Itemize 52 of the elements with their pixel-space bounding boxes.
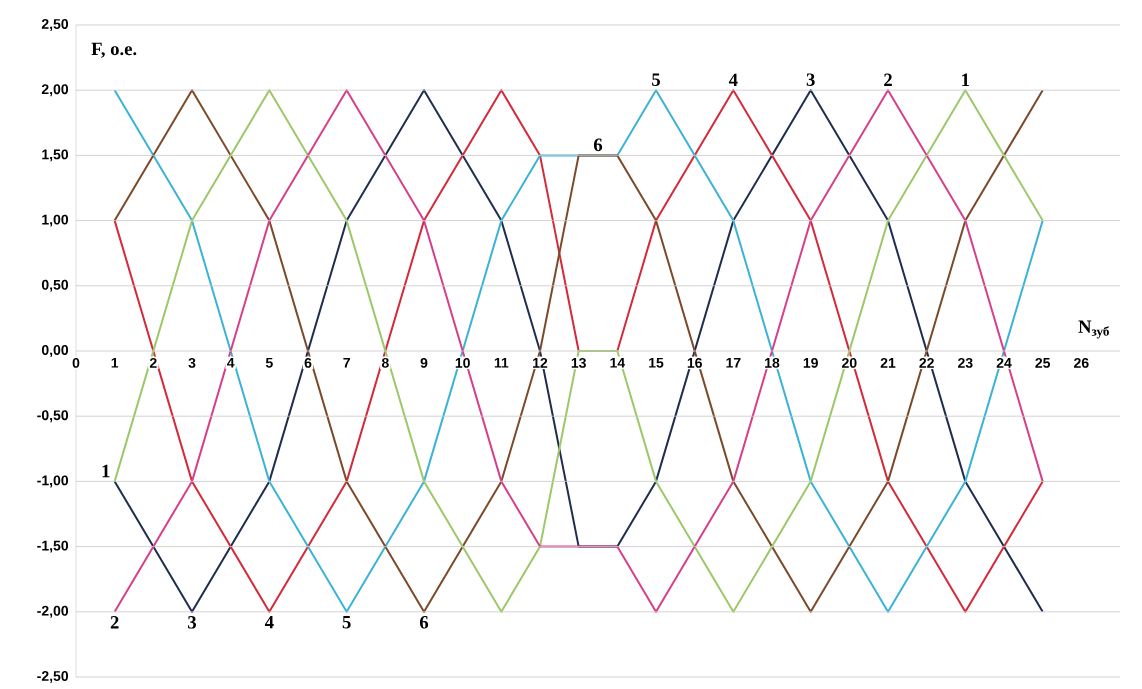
y-tick-label: -1,00 <box>37 475 69 488</box>
annotation: 1 <box>102 464 110 478</box>
x-tick-label: 15 <box>649 357 664 368</box>
x-tick-label: 14 <box>610 357 626 368</box>
y-axis-title: F, о.е. <box>91 42 137 58</box>
x-tick-label: 17 <box>726 357 741 368</box>
x-tick-label: 12 <box>533 357 548 368</box>
y-tick-label: 2,50 <box>41 19 69 31</box>
annotation: 2 <box>884 73 892 86</box>
x-tick-label: 21 <box>880 357 896 368</box>
x-tick-label: 0 <box>72 357 80 368</box>
annotation: 3 <box>188 616 197 629</box>
annotation: 1 <box>962 73 970 86</box>
annotation: 6 <box>593 138 603 152</box>
x-tick-label: 26 <box>1074 357 1089 368</box>
x-tick-label: 3 <box>188 357 196 368</box>
x-tick-label: 9 <box>420 357 428 368</box>
y-tick-label: -0,50 <box>37 410 69 423</box>
x-tick-label: 25 <box>1035 357 1051 368</box>
x-tick-label: 16 <box>687 357 702 368</box>
x-axis-title: N$_{зуб}$ <box>1078 320 1109 339</box>
annotation: 4 <box>264 616 274 629</box>
annotation: 6 <box>419 616 429 629</box>
x-tick-label: 18 <box>765 357 780 368</box>
annotation: 5 <box>342 616 351 629</box>
x-tick-label: 2 <box>149 357 157 368</box>
x-tick-label: 4 <box>226 357 235 368</box>
y-tick-label: -2,50 <box>37 671 69 683</box>
y-tick-label: 1,00 <box>42 214 69 227</box>
x-tick-label: 19 <box>803 357 818 368</box>
y-tick-label: 0,50 <box>41 279 69 292</box>
x-tick-label: 23 <box>958 357 973 368</box>
annotation: 5 <box>652 73 660 86</box>
y-tick-label: -1,50 <box>37 540 69 553</box>
x-tick-label: 6 <box>304 357 312 368</box>
x-tick-label: 1 <box>111 357 119 368</box>
x-tick-label: 5 <box>265 357 273 368</box>
x-tick-label: 8 <box>381 357 389 368</box>
x-tick-label: 20 <box>842 357 857 368</box>
x-tick-label: 24 <box>996 357 1012 368</box>
y-tick-label: 1,50 <box>42 149 69 162</box>
x-tick-label: 22 <box>919 357 934 368</box>
x-tick-label: 10 <box>455 357 470 368</box>
annotation: 2 <box>110 616 119 629</box>
y-tick-label: 0,00 <box>41 345 69 357</box>
annotation: 4 <box>728 73 738 86</box>
y-tick-label: 2,00 <box>41 84 69 97</box>
annotation: 3 <box>806 73 815 86</box>
x-tick-label: 7 <box>343 357 350 368</box>
x-tick-label: 13 <box>571 357 586 368</box>
y-tick-label: -2,00 <box>37 605 69 618</box>
x-tick-label: 11 <box>494 357 509 368</box>
